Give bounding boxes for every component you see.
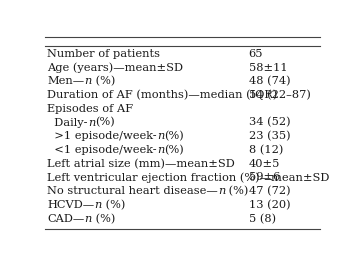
Text: n: n: [88, 118, 95, 127]
Text: >1 episode/week-: >1 episode/week-: [47, 131, 157, 141]
Text: 58±11: 58±11: [248, 63, 287, 73]
Text: (%): (%): [225, 186, 249, 196]
Text: n: n: [157, 131, 164, 141]
Text: Age (years)—mean±SD: Age (years)—mean±SD: [47, 62, 183, 73]
Text: 5 (8): 5 (8): [248, 213, 276, 224]
Text: 23 (35): 23 (35): [248, 131, 290, 141]
Text: No structural heart disease—: No structural heart disease—: [47, 186, 218, 196]
Text: (%): (%): [95, 117, 115, 128]
Text: 47 (72): 47 (72): [248, 186, 290, 196]
Text: Left ventricular ejection fraction (%)—mean±SD: Left ventricular ejection fraction (%)—m…: [47, 172, 330, 183]
Text: 59±6: 59±6: [248, 172, 280, 183]
Text: 8 (12): 8 (12): [248, 145, 283, 155]
Text: n: n: [218, 186, 225, 196]
Text: (%): (%): [164, 131, 184, 141]
Text: (%): (%): [92, 213, 115, 224]
Text: 13 (20): 13 (20): [248, 200, 290, 210]
Text: <1 episode/week-: <1 episode/week-: [47, 145, 157, 155]
Text: 54 (22–87): 54 (22–87): [248, 90, 310, 100]
Text: n: n: [84, 76, 92, 86]
Text: Duration of AF (months)—median (IQR): Duration of AF (months)—median (IQR): [47, 90, 278, 100]
Text: (%): (%): [102, 200, 125, 210]
Text: n: n: [84, 214, 92, 224]
Text: HCVD—: HCVD—: [47, 200, 94, 210]
Text: (%): (%): [164, 145, 184, 155]
Text: CAD—: CAD—: [47, 214, 84, 224]
Text: Number of patients: Number of patients: [47, 49, 160, 59]
Text: 48 (74): 48 (74): [248, 76, 290, 87]
Text: Left atrial size (mm)—mean±SD: Left atrial size (mm)—mean±SD: [47, 159, 235, 169]
Text: 40±5: 40±5: [248, 159, 280, 169]
Text: 34 (52): 34 (52): [248, 117, 290, 128]
Text: Daily-: Daily-: [47, 118, 88, 127]
Text: Men—: Men—: [47, 76, 84, 86]
Text: Episodes of AF: Episodes of AF: [47, 104, 134, 114]
Text: (%): (%): [92, 76, 115, 87]
Text: n: n: [157, 145, 164, 155]
Text: 65: 65: [248, 49, 263, 59]
Text: n: n: [94, 200, 102, 210]
